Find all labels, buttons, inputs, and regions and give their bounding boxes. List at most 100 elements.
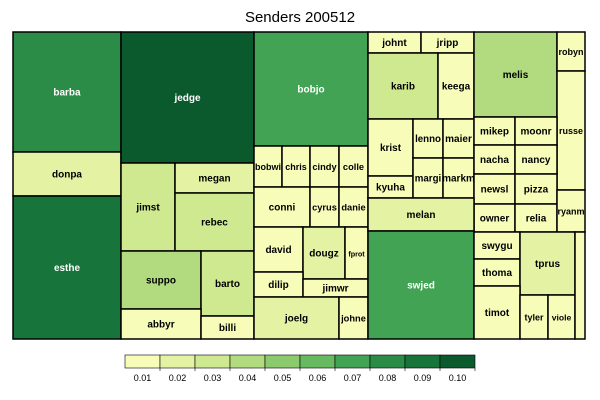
tile-label-viole: viole [552, 313, 572, 323]
tile-label-swygu: swygu [481, 241, 512, 252]
tile-label-johnt: johnt [381, 38, 407, 49]
tile-label-karib: karib [391, 82, 415, 93]
tile-label-melan: melan [407, 210, 436, 221]
tile-label-nancy: nancy [522, 155, 551, 166]
legend-tick-label: 0.05 [274, 373, 292, 383]
tile-cyrus [309, 186, 340, 228]
tile-label-conni: conni [269, 203, 296, 214]
legend-tick-label: 0.02 [169, 373, 187, 383]
legend-swatch [439, 354, 476, 369]
legend-tick-label: 0.06 [309, 373, 327, 383]
tile-label-abbyr: abbyr [147, 320, 174, 331]
tile-label-dougz: dougz [309, 249, 338, 260]
tile-label-lenno: lenno [415, 134, 441, 145]
tile-bobwi [253, 145, 283, 188]
tile-robyn [556, 31, 586, 72]
tile-label-cindy: cindy [312, 162, 337, 172]
tile-label-pizza: pizza [524, 185, 549, 196]
tile-keega [437, 52, 475, 120]
legend-tick-label: 0.04 [239, 373, 257, 383]
legend-tick-label: 0.07 [344, 373, 362, 383]
tile-label-mikep: mikep [480, 127, 509, 138]
tile-label-russe: russe [559, 126, 583, 136]
tile-megan [174, 162, 255, 194]
tile-label-owner: owner [480, 214, 510, 225]
tile-label-esthe: esthe [54, 263, 81, 274]
tile-label-moonr: moonr [520, 127, 551, 138]
tile-label-relia: relia [526, 214, 547, 225]
legend-swatch [404, 354, 441, 369]
tile-label-dilip: dilip [268, 280, 289, 291]
tile-label-thoma: thoma [482, 268, 512, 279]
tile-jimst [120, 162, 176, 252]
tile-label-bobjo: bobjo [297, 85, 324, 96]
tile-label-chris: chris [285, 162, 307, 172]
tile-abbyr [120, 308, 202, 340]
tile-label-suppo: suppo [146, 276, 176, 287]
tile-label-joelg: joelg [284, 314, 308, 325]
tile-label-kyuha: kyuha [376, 183, 405, 194]
tile-rebec [174, 192, 255, 252]
tile-maier [442, 118, 475, 159]
legend-swatch [299, 354, 336, 369]
legend-tick-label: 0.03 [204, 373, 222, 383]
color-legend: 0.01 0.02 0.03 0.04 0.05 0.06 0.07 0.08 0.09 0.10 [124, 354, 476, 383]
tile-label-krist: krist [380, 143, 402, 154]
tile-label-fprot: fprot [348, 250, 365, 259]
tile-conni [253, 186, 311, 228]
tile-label-keega: keega [442, 82, 471, 93]
tile-label-barto: barto [215, 279, 240, 290]
tile-label-tprus: tprus [535, 259, 560, 270]
legend-swatch [264, 354, 301, 369]
tile-label-danie: danie [341, 203, 365, 213]
tile-label-barba: barba [53, 88, 81, 99]
tile-ryanm [556, 189, 586, 233]
tile-david [253, 226, 304, 273]
tile-unlabeled [574, 231, 586, 340]
tile-label-melis: melis [503, 70, 529, 81]
tiles: barba donpa esthe jedge jimst megan rebec suppo… [12, 31, 586, 340]
legend-tick-label: 0.01 [134, 373, 152, 383]
tile-label-jedge: jedge [173, 93, 201, 104]
tile-karib [367, 52, 439, 120]
tile-pizza [514, 173, 558, 205]
tile-label-megan: megan [198, 174, 230, 185]
tile-label-david: david [265, 245, 291, 256]
tile-melan [367, 197, 475, 232]
tile-label-jimst: jimst [135, 203, 160, 214]
tile-label-swjed: swjed [407, 281, 435, 292]
tile-label-tyler: tyler [524, 313, 544, 323]
tile-label-johne: johne [340, 314, 366, 324]
legend-tick-label: 0.08 [379, 373, 397, 383]
tile-suppo [120, 250, 202, 310]
tile-label-billi: billi [219, 323, 236, 334]
chart-title: Senders 200512 [244, 9, 356, 26]
tile-label-cyrus: cyrus [312, 203, 337, 213]
tile-label-robyn: robyn [558, 47, 583, 57]
tile-timot [473, 285, 521, 340]
legend-swatch [159, 354, 196, 369]
tile-mikep [473, 116, 516, 146]
tile-label-markm: markm [442, 174, 475, 185]
tile-label-jimwr: jimwr [321, 284, 348, 295]
legend-swatch [229, 354, 266, 369]
tile-markm [442, 157, 475, 199]
tile-label-margi: margi [415, 174, 441, 185]
tile-label-newsl: newsl [481, 185, 509, 196]
legend-swatch [369, 354, 406, 369]
tile-label-timot: timot [485, 308, 510, 319]
tile-label-jripp: jripp [436, 38, 459, 49]
tile-label-ryanm: ryanm [557, 207, 584, 217]
tile-label-maier: maier [445, 134, 472, 145]
legend-swatch [124, 354, 161, 369]
tile-danie [338, 186, 369, 228]
tile-barto [200, 250, 255, 317]
tile-dilip [253, 271, 304, 298]
legend-tick-label: 0.10 [449, 373, 467, 383]
tile-moonr [514, 116, 558, 146]
tile-joelg [253, 296, 340, 340]
tile-owner [473, 203, 516, 233]
tile-viole [547, 294, 576, 340]
